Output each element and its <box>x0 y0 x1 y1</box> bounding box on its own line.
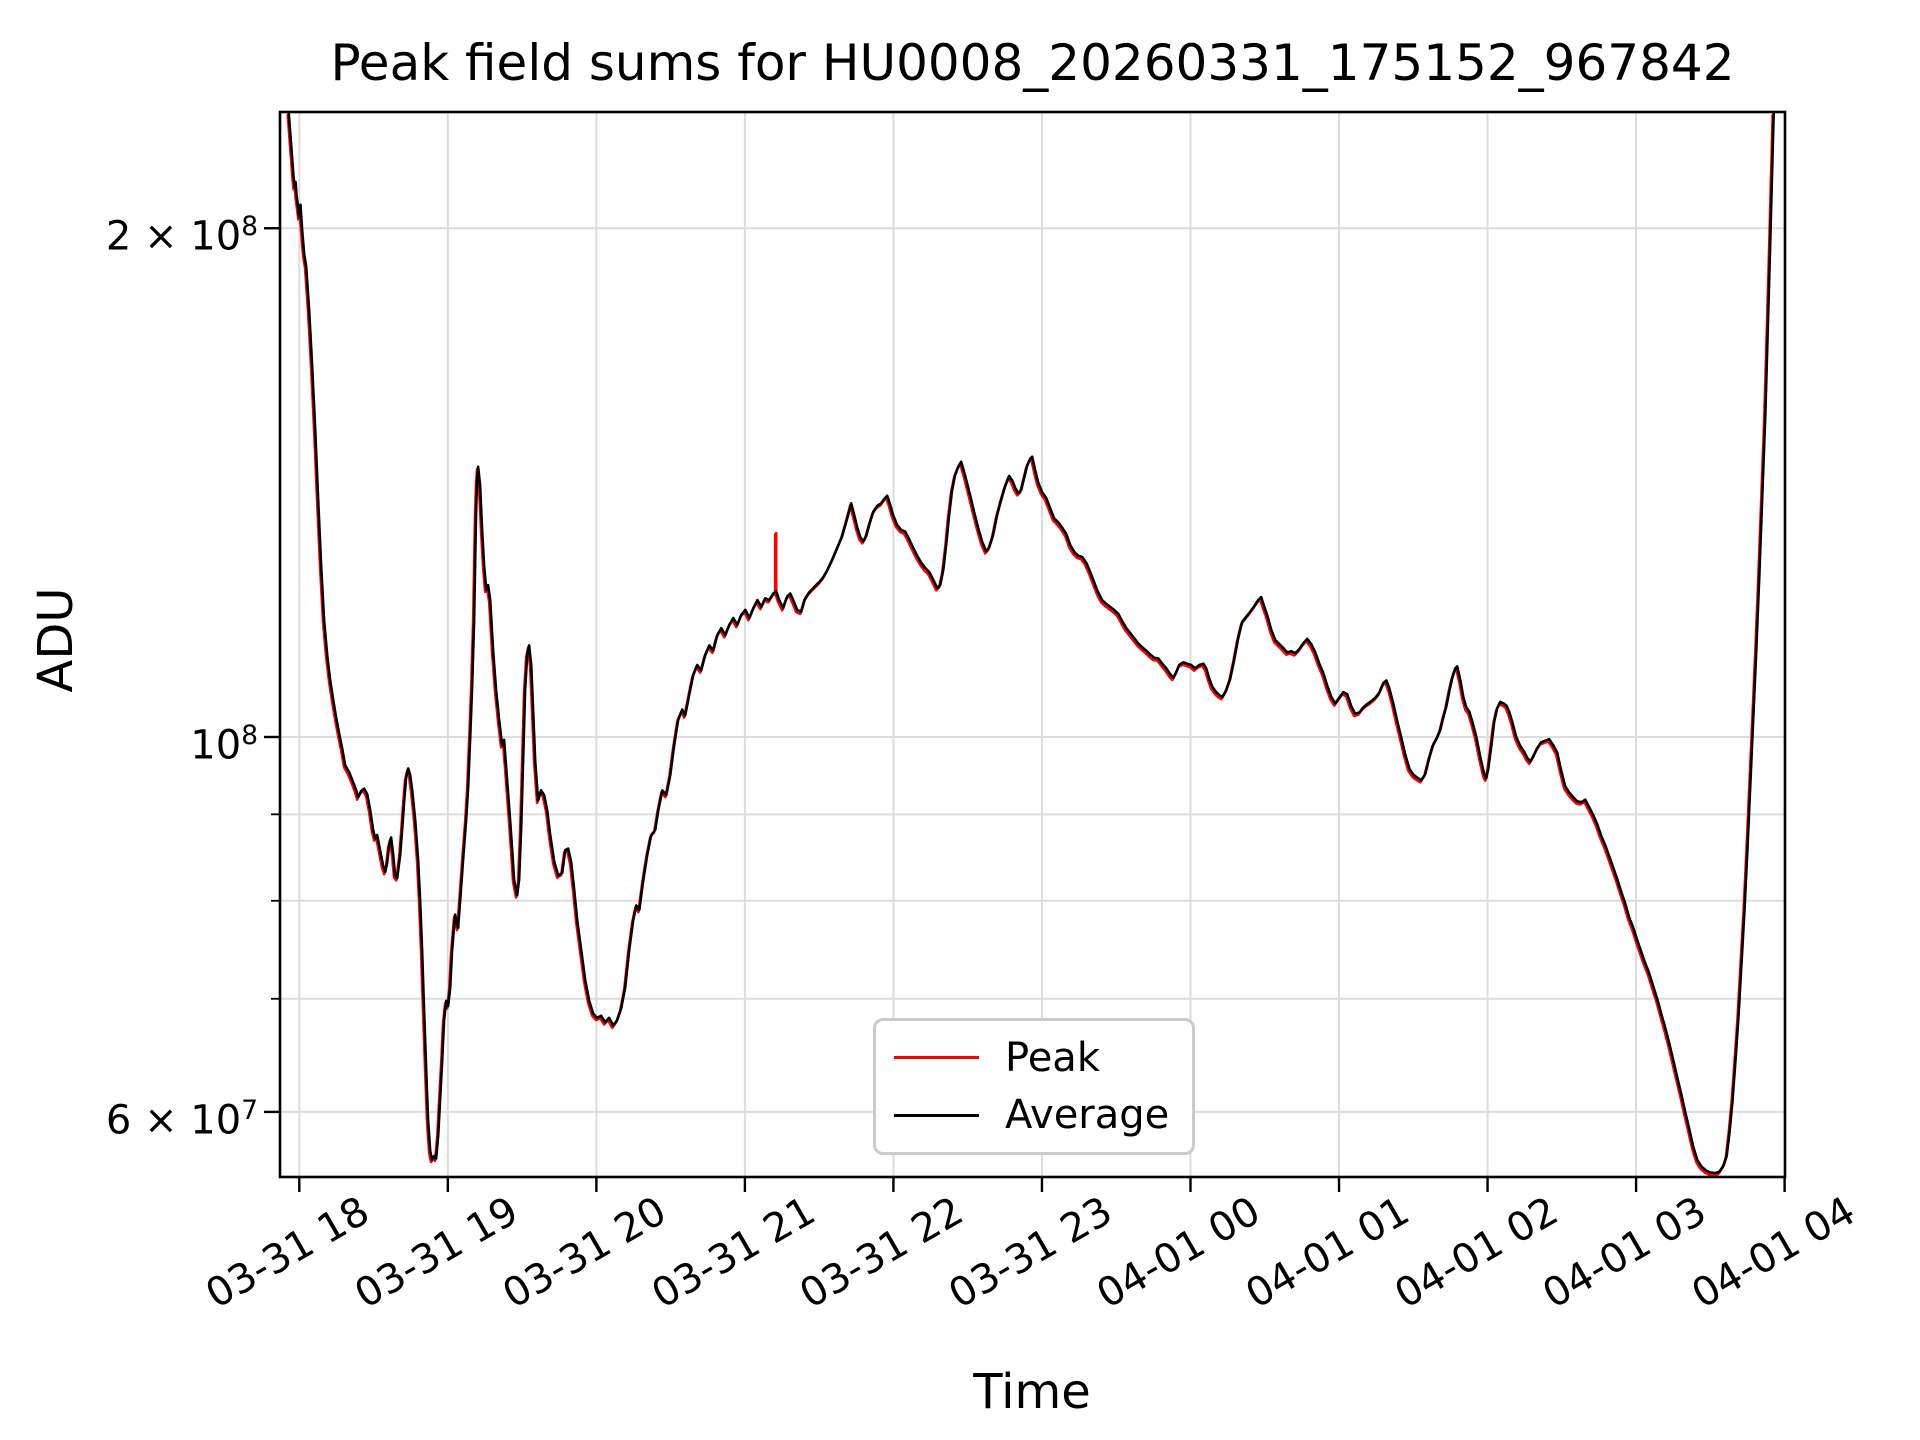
legend-label-average: Average <box>1005 1092 1170 1139</box>
y-tick-label: 6 × 107 <box>105 1094 258 1144</box>
legend-entry-average: Average <box>894 1092 1174 1138</box>
x-axis-label: Time <box>973 1364 1091 1420</box>
y-tick-label: 2 × 108 <box>105 211 258 260</box>
legend-line-peak-icon <box>894 1056 979 1060</box>
legend-label-peak: Peak <box>1005 1034 1100 1081</box>
legend-line-average-icon <box>894 1113 979 1117</box>
legend-entry-peak: Peak <box>894 1035 1174 1081</box>
legend: Peak Average <box>873 1018 1195 1155</box>
average-line <box>287 112 1776 1175</box>
peak-line <box>286 114 1775 1177</box>
chart-title: Peak field sums for HU0008_20260331_1751… <box>330 34 1735 92</box>
plot-border <box>278 110 1787 1179</box>
y-tick-label: 108 <box>190 720 258 769</box>
y-axis-label: ADU <box>28 587 84 693</box>
